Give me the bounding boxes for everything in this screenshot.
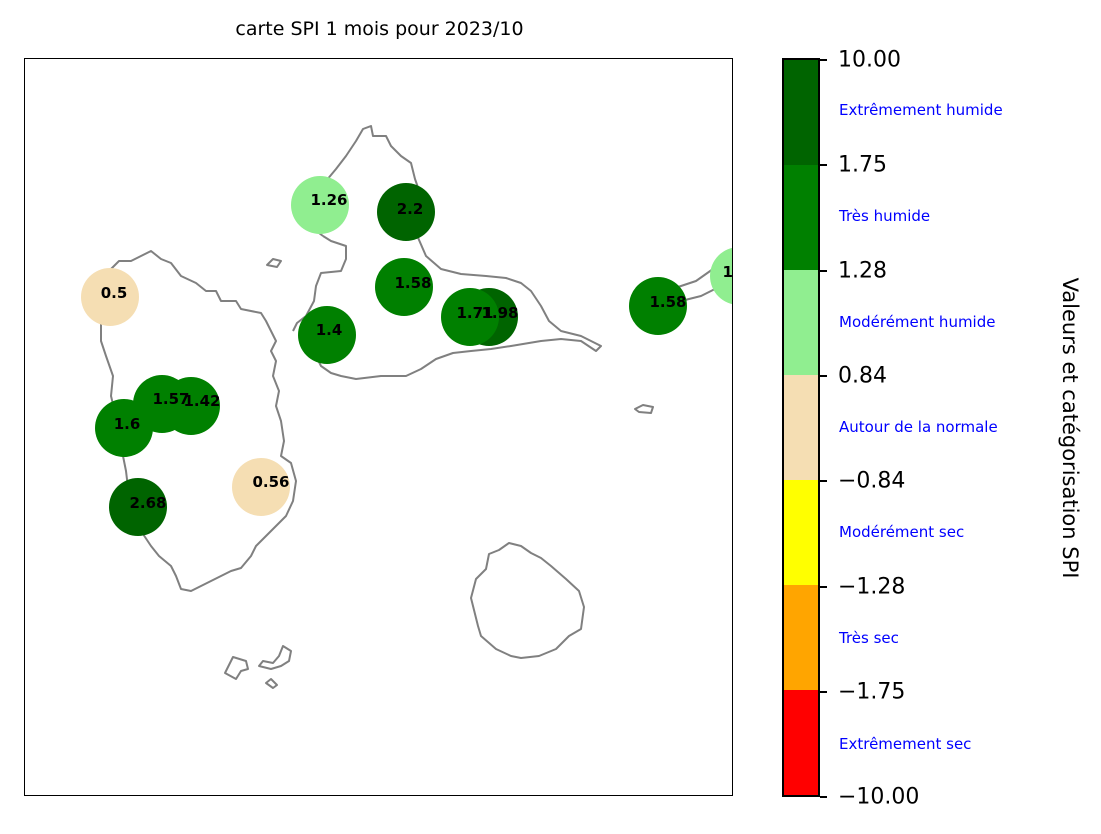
colorbar-tick: [820, 691, 827, 693]
station-marker[interactable]: [298, 306, 356, 364]
colorbar-tick-label: −0.84: [838, 468, 906, 494]
station-value-label: 1.58: [394, 274, 431, 292]
category-label: Modérément humide: [839, 313, 996, 331]
station-value-label: 1.71: [456, 304, 493, 322]
colorbar: [782, 58, 820, 797]
colorbar-tick-label: 1.75: [838, 152, 887, 178]
category-label: Très humide: [839, 207, 931, 225]
colorbar-segment-extremely-dry: [784, 690, 818, 795]
station-value-label: 1.57: [152, 390, 189, 408]
station-marker[interactable]: [109, 478, 167, 536]
colorbar-tick-label: −1.75: [838, 679, 906, 705]
colorbar-segment-moderately-dry: [784, 480, 818, 585]
station-labels: 1.26 2.2 0.5 1.58 1.4 1.98 1.71 1.58 1.1…: [101, 191, 733, 512]
colorbar-segment-moderately-wet: [784, 270, 818, 375]
colorbar-tick: [820, 59, 827, 61]
colorbar-tick: [820, 375, 827, 377]
map-canvas: 1.26 2.2 0.5 1.58 1.4 1.98 1.71 1.58 1.1…: [81, 125, 733, 689]
station-marker[interactable]: [81, 268, 139, 326]
category-label: Extrêmement sec: [839, 735, 972, 753]
station-marker[interactable]: [441, 288, 499, 346]
colorbar-tick-label: 0.84: [838, 363, 887, 389]
colorbar-tick: [820, 270, 827, 272]
station-marker[interactable]: [377, 183, 435, 241]
colorbar-tick-label: 1.28: [838, 258, 887, 284]
station-value-label: 1.14: [722, 263, 733, 281]
station-value-label: 0.56: [252, 473, 289, 491]
station-marker[interactable]: [95, 399, 153, 457]
station-marker[interactable]: [232, 458, 290, 516]
colorbar-tick-label: −10.00: [838, 784, 920, 810]
station-marker[interactable]: [291, 176, 349, 234]
station-value-label: 0.5: [101, 284, 128, 302]
station-marker[interactable]: [629, 277, 687, 335]
station-value-label: 1.42: [183, 392, 220, 410]
colorbar-segment-normal: [784, 375, 818, 480]
station-marker[interactable]: [375, 258, 433, 316]
station-value-label: 1.58: [649, 293, 686, 311]
colorbar-tick: [820, 164, 827, 166]
station-value-label: 1.98: [481, 304, 518, 322]
colorbar-tick: [820, 796, 827, 798]
colorbar-tick: [820, 480, 827, 482]
category-label: Extrêmement humide: [839, 101, 1003, 119]
station-value-label: 1.4: [316, 321, 343, 339]
map-axes: 1.26 2.2 0.5 1.58 1.4 1.98 1.71 1.58 1.1…: [24, 58, 733, 796]
chart-title: carte SPI 1 mois pour 2023/10: [235, 18, 524, 40]
station-marker[interactable]: [710, 247, 733, 305]
category-label: Modérément sec: [839, 523, 965, 541]
station-value-label: 2.2: [397, 200, 424, 218]
colorbar-segment-very-dry: [784, 585, 818, 690]
category-label: Autour de la normale: [839, 418, 998, 436]
colorbar-tick-label: 10.00: [838, 47, 901, 73]
colorbar-tick: [820, 586, 827, 588]
colorbar-segment-extremely-wet: [784, 60, 818, 165]
colorbar-title: Valeurs et catégorisation SPI: [1058, 277, 1082, 579]
colorbar-tick-label: −1.28: [838, 574, 906, 600]
station-value-label: 2.68: [129, 494, 166, 512]
station-value-label: 1.6: [114, 415, 141, 433]
colorbar-segment-very-wet: [784, 165, 818, 270]
station-value-label: 1.26: [310, 191, 347, 209]
category-label: Très sec: [839, 629, 899, 647]
station-markers: [81, 176, 733, 536]
